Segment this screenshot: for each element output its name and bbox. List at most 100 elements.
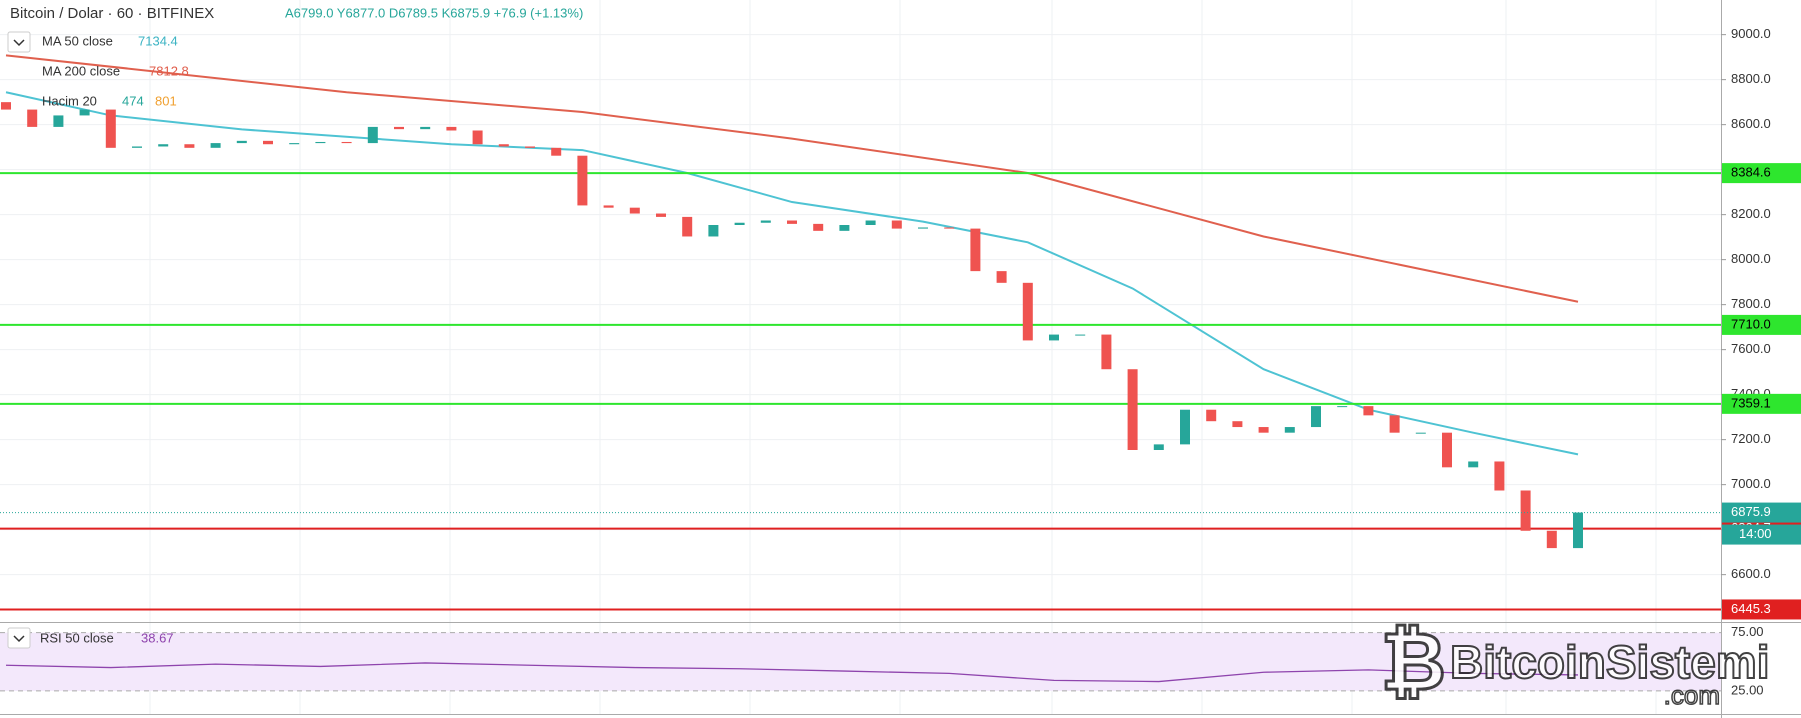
y-tick-label: 6600.0 — [1731, 566, 1771, 581]
legend-rsi-value: 38.67 — [141, 630, 174, 645]
candle-body — [27, 109, 38, 127]
candle-body — [839, 225, 850, 231]
level-label: 7359.1 — [1731, 395, 1771, 410]
level-label-bg — [1722, 163, 1801, 184]
candle-body — [105, 109, 116, 148]
last-price-label: 6875.9 — [1731, 504, 1771, 519]
candle-body — [577, 155, 588, 206]
level-label: 8384.6 — [1731, 165, 1771, 180]
candle-body — [1, 102, 11, 110]
ma-line — [5, 54, 1579, 303]
rsi-band — [0, 632, 1721, 691]
legend-ma50-value: 7134.4 — [138, 33, 178, 48]
legend-ma50: MA 50 close — [42, 33, 113, 48]
candle-body — [1232, 421, 1243, 428]
candle-body — [446, 126, 457, 131]
vertical-grid — [0, 0, 1721, 714]
watermark-domain: .com — [1664, 680, 1720, 710]
ohlc: A6799.0 Y6877.0 D6789.5 K6875.9 +76.9 (+… — [285, 5, 583, 20]
candle-body — [53, 115, 64, 127]
candle-body — [1075, 334, 1086, 336]
candle-body — [1363, 406, 1374, 416]
level-label-bg — [1722, 599, 1801, 620]
y-tick-label: 7200.0 — [1731, 431, 1771, 446]
candle-body — [341, 141, 352, 144]
candle-body — [1153, 444, 1164, 450]
candle-body — [1127, 369, 1138, 450]
level-label: 7710.0 — [1731, 316, 1771, 331]
candle-body — [551, 147, 562, 156]
candle-body — [289, 143, 300, 145]
level-label-bg — [1722, 314, 1801, 335]
legend-volume: Hacim 20 — [42, 93, 97, 108]
y-tick-label: 8200.0 — [1731, 206, 1771, 221]
countdown-bg — [1722, 524, 1801, 545]
candle-body — [1520, 490, 1531, 531]
candle-body — [1494, 461, 1505, 491]
chevron — [13, 635, 25, 643]
legend-ma200-value: 7812.8 — [149, 63, 189, 78]
candle-body — [1258, 427, 1269, 433]
candle-body — [1415, 432, 1426, 434]
legend-volume-value: 474 — [122, 93, 144, 108]
candle-body — [184, 144, 195, 148]
time-axis-border — [0, 714, 1801, 715]
pane-separator — [0, 622, 1801, 623]
candle-body — [132, 146, 142, 148]
candle-body — [498, 144, 509, 147]
candle-body — [367, 126, 378, 144]
rsi-line — [5, 662, 1579, 683]
y-tick-label: 7600.0 — [1731, 341, 1771, 356]
collapse-button[interactable] — [7, 627, 31, 649]
candle-body — [394, 126, 404, 130]
last-price-bg — [1722, 502, 1801, 523]
candle-body — [996, 271, 1007, 283]
legend-rsi: RSI 50 close — [40, 630, 114, 645]
candle-body — [970, 228, 981, 272]
collapse-button[interactable] — [7, 31, 31, 53]
y-tick-label: 8800.0 — [1731, 71, 1771, 86]
candle-body — [210, 143, 221, 148]
legend-volume-ma: 801 — [155, 93, 177, 108]
candle-body — [813, 223, 824, 231]
candle-body — [1311, 406, 1321, 428]
symbol-title: Bitcoin / Dolar · 60 · BITFINEX — [10, 5, 214, 22]
candle-body — [236, 140, 247, 144]
y-tick-label: 8600.0 — [1731, 116, 1771, 131]
y-tick-label: 9000.0 — [1731, 26, 1771, 41]
level-label: 6445.3 — [1731, 601, 1771, 616]
watermark-logo: ₿ — [1381, 617, 1446, 706]
candle-body — [682, 216, 693, 237]
candle-body — [760, 220, 771, 223]
candle-body — [1573, 512, 1583, 549]
candle-body — [891, 220, 902, 229]
candle-body — [263, 140, 273, 145]
candle-body — [1468, 461, 1479, 468]
candle-body — [420, 126, 431, 130]
watermark-text: BitcoinSistemi — [1450, 636, 1770, 688]
candle-body — [918, 227, 928, 229]
candle-body — [1206, 409, 1217, 422]
candle-body — [629, 207, 640, 214]
candle-body — [79, 109, 90, 116]
candle-body — [315, 141, 326, 144]
candle-body — [944, 227, 955, 229]
legend-ma200: MA 200 close — [42, 63, 120, 78]
candle-body — [1442, 432, 1452, 468]
candle-body — [472, 130, 483, 145]
ma-line — [5, 91, 1579, 456]
candle-body — [603, 205, 614, 208]
watermark: BitcoinSistemi .com ₿ — [1379, 616, 1770, 711]
candle-body — [865, 220, 876, 225]
candle-body — [734, 222, 745, 225]
candle-body — [656, 213, 666, 217]
y-tick-label: 7000.0 — [1731, 476, 1771, 491]
candle-body — [1101, 334, 1112, 370]
countdown: 14:00 — [1739, 526, 1772, 541]
level-label-bg — [1722, 393, 1801, 414]
candle-body — [1180, 409, 1190, 445]
rsi-tick-label: 25.00 — [1731, 682, 1764, 697]
candle-body — [1049, 334, 1059, 341]
candle-body — [525, 146, 535, 148]
